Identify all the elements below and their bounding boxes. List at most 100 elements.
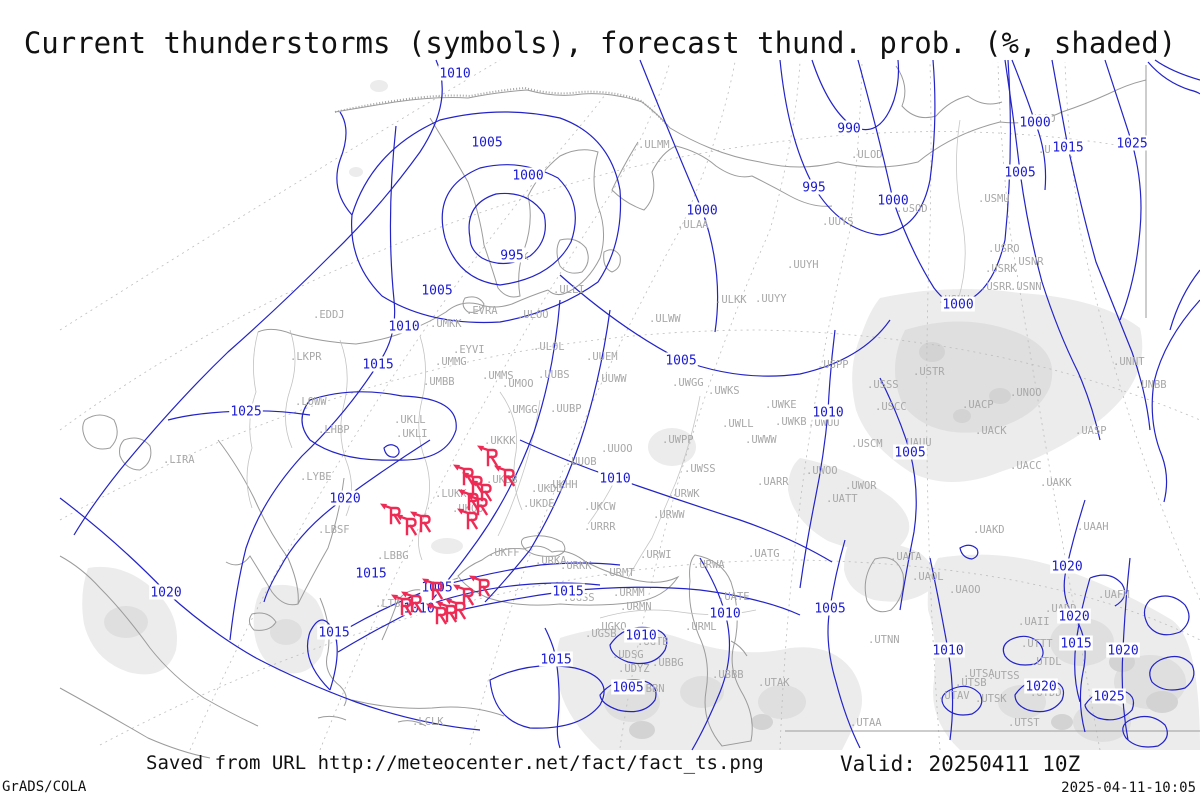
svg-text:.UWLL: .UWLL [722, 418, 754, 430]
svg-text:.UMKK: .UMKK [430, 318, 462, 330]
svg-text:.UMGG: .UMGG [506, 404, 538, 416]
svg-text:.UAII: .UAII [1018, 616, 1050, 628]
svg-text:1000: 1000 [942, 298, 973, 313]
svg-text:.UATA: .UATA [890, 551, 922, 563]
map-frame [785, 65, 1200, 732]
svg-text:.UAOO: .UAOO [949, 584, 981, 596]
generation-timestamp: 2025-04-11-10:05 [1061, 780, 1196, 796]
svg-text:1015: 1015 [552, 585, 583, 600]
svg-text:.URWK: .URWK [668, 488, 700, 500]
svg-text:.UDYZ: .UDYZ [618, 663, 650, 675]
svg-text:1005: 1005 [665, 354, 696, 369]
svg-text:.ULLI: .ULLI [553, 284, 585, 296]
svg-text:1000: 1000 [877, 194, 908, 209]
svg-text:.USRO: .USRO [988, 243, 1020, 255]
saved-from-url-text: Saved from URL http://meteocenter.net/fa… [146, 752, 764, 774]
svg-text:.ULOO: .ULOO [517, 309, 549, 321]
svg-text:.UUYY: .UUYY [755, 293, 787, 305]
svg-text:.EVRA: .EVRA [466, 305, 498, 317]
svg-text:.UATT: .UATT [826, 493, 858, 505]
svg-text:.UATG: .UATG [748, 548, 780, 560]
svg-text:.UTDL: .UTDL [1030, 656, 1062, 668]
svg-text:.UNNT: .UNNT [1113, 356, 1145, 368]
svg-text:.URMN: .URMN [620, 601, 652, 613]
svg-text:1000: 1000 [1019, 116, 1050, 131]
svg-text:1010: 1010 [812, 406, 843, 421]
thunderstorm-symbols [378, 444, 515, 625]
svg-text:1020: 1020 [1058, 610, 1089, 625]
svg-text:1005: 1005 [814, 602, 845, 617]
svg-text:.UKFF: .UKFF [488, 547, 520, 559]
svg-text:1025: 1025 [1093, 690, 1124, 705]
svg-text:1015: 1015 [362, 358, 393, 373]
svg-text:.ULAA: .ULAA [677, 219, 709, 231]
svg-text:1020: 1020 [1025, 680, 1056, 695]
svg-text:.UASP: .UASP [1075, 425, 1107, 437]
svg-text:1015: 1015 [318, 626, 349, 641]
svg-text:.UKLL: .UKLL [394, 414, 426, 426]
probability-shading [82, 80, 1200, 750]
svg-text:1010: 1010 [709, 607, 740, 622]
svg-text:1010: 1010 [599, 472, 630, 487]
svg-text:.UWOO: .UWOO [806, 465, 838, 477]
svg-text:.LCLK: .LCLK [412, 716, 444, 728]
svg-text:1005: 1005 [612, 681, 643, 696]
svg-text:.UWPP: .UWPP [662, 434, 694, 446]
svg-text:.UACK: .UACK [975, 425, 1007, 437]
svg-text:.ULOD: .ULOD [851, 149, 883, 161]
svg-text:.UKDE: .UKDE [523, 498, 555, 510]
svg-text:.UTSK: .UTSK [975, 693, 1007, 705]
svg-text:.USCM: .USCM [851, 438, 883, 450]
valid-time-text: Valid: 20250411 10Z [840, 752, 1081, 776]
svg-text:.USMU: .USMU [978, 193, 1010, 205]
svg-text:.URMM: .URMM [613, 587, 645, 599]
svg-text:.USRR: .USRR [980, 281, 1012, 293]
grads-cola-credit: GrADS/COLA [2, 779, 87, 795]
svg-text:.UAKK: .UAKK [1040, 477, 1072, 489]
svg-text:.UMOO: .UMOO [502, 378, 534, 390]
svg-text:1025: 1025 [230, 405, 261, 420]
svg-text:.UTNN: .UTNN [868, 634, 900, 646]
svg-text:.USSS: .USSS [867, 379, 899, 391]
svg-text:.UNBB: .UNBB [1135, 379, 1167, 391]
svg-text:.LBSF: .LBSF [318, 524, 350, 536]
svg-text:.UWOR: .UWOR [845, 480, 877, 492]
svg-text:.UUOO: .UUOO [601, 443, 633, 455]
svg-text:1020: 1020 [1051, 560, 1082, 575]
svg-text:1010: 1010 [932, 644, 963, 659]
svg-text:.URKA: .URKA [535, 555, 567, 567]
svg-text:1020: 1020 [329, 492, 360, 507]
svg-text:.URML: .URML [685, 621, 717, 633]
svg-text:.UKLI: .UKLI [396, 428, 428, 440]
svg-text:.URKK: .URKK [560, 560, 592, 572]
svg-text:1010: 1010 [439, 67, 470, 82]
page-title: Current thunderstorms (symbols), forecas… [23, 26, 1177, 60]
svg-text:.LOWW: .LOWW [295, 396, 327, 408]
svg-text:.UTST: .UTST [1008, 717, 1040, 729]
svg-text:.URMT: .URMT [603, 567, 635, 579]
svg-text:.UAKD: .UAKD [973, 524, 1005, 536]
svg-text:1015: 1015 [1052, 141, 1083, 156]
svg-text:1005: 1005 [421, 581, 452, 596]
svg-text:.ULWW: .ULWW [649, 313, 681, 325]
svg-text:.UAAH: .UAAH [1077, 521, 1109, 533]
svg-text:.USRK: .USRK [985, 263, 1017, 275]
isobar-labels: 1010 1005 1000 995 1005 1000 995 990 1000 1000 100… [149, 65, 1149, 705]
svg-text:1025: 1025 [1116, 137, 1147, 152]
svg-text:.UWUU: .UWUU [808, 417, 840, 429]
svg-text:.ULMM: .ULMM [638, 139, 670, 151]
svg-text:.EDDJ: .EDDJ [313, 309, 345, 321]
svg-text:.UGSB: .UGSB [585, 628, 617, 640]
svg-text:1015: 1015 [355, 567, 386, 582]
svg-text:.UTAV: .UTAV [938, 690, 970, 702]
isobars [59, 59, 1200, 751]
svg-text:.UBBB: .UBBB [712, 669, 744, 681]
svg-text:.UTTT: .UTTT [1021, 638, 1053, 650]
svg-text:1015: 1015 [1060, 637, 1091, 652]
svg-text:.UUYS: .UUYS [822, 216, 854, 228]
svg-text:.USCC: .USCC [875, 401, 907, 413]
svg-text:.UTAK: .UTAK [758, 677, 790, 689]
svg-text:.UUBS: .UUBS [538, 369, 570, 381]
svg-text:.UWSS: .UWSS [684, 463, 716, 475]
